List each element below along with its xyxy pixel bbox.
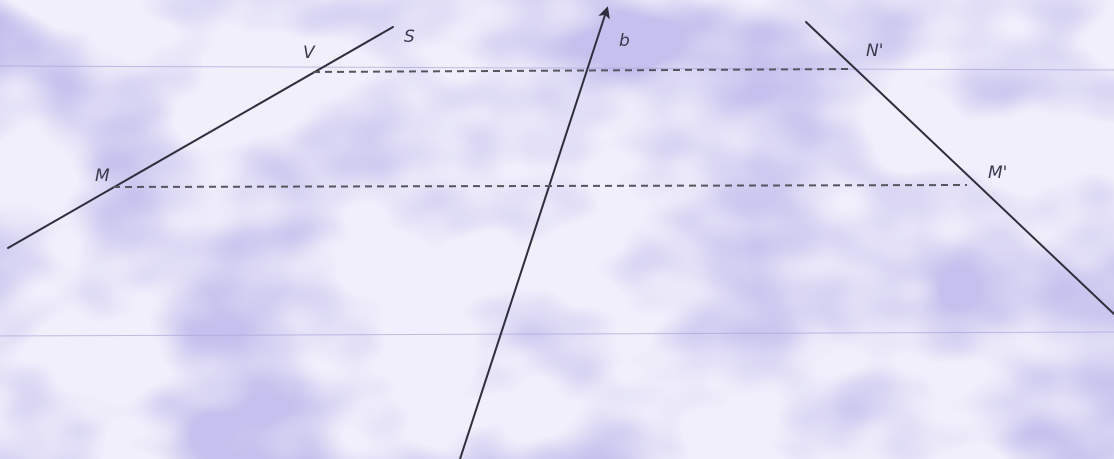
projector-m-to-m-prime	[112, 184, 968, 188]
projector-v-to-n-prime	[312, 68, 853, 73]
label-m: M	[95, 166, 110, 186]
label-m-prime: M'	[988, 163, 1007, 183]
ruled-line-top	[0, 65, 1114, 71]
line-mv	[7, 26, 394, 249]
label-v: V	[303, 43, 316, 63]
label-b: b	[619, 31, 630, 51]
line-n-prime-m-prime	[805, 21, 1114, 315]
label-n-prime: N'	[866, 41, 883, 61]
label-s: S	[404, 27, 415, 47]
axis-b	[459, 6, 610, 459]
ruled-line-bottom	[0, 331, 1114, 337]
